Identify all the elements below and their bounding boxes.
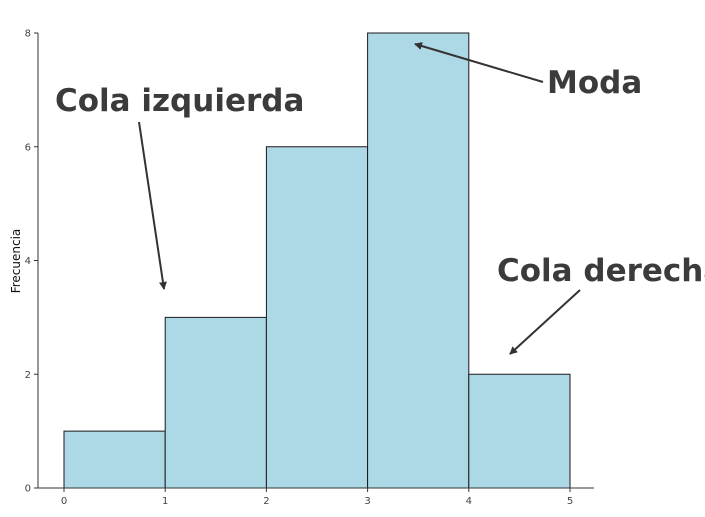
x-tick-label: 5 (567, 496, 573, 507)
histogram-bar-4-5 (468, 373, 571, 489)
bars-layer (63, 32, 571, 489)
annotation-left-tail: Cola izquierda (55, 83, 304, 119)
annotations-layer: Cola izquierda Moda Cola derecha (55, 42, 705, 355)
x-tick-label: 2 (263, 496, 269, 507)
annotation-mode: Moda (547, 65, 642, 101)
ticks-layer: 0 1 2 3 4 5 0 2 4 6 8 (25, 29, 574, 508)
histogram-bar-0-1 (63, 430, 166, 489)
histogram-bar-1-2 (164, 316, 267, 489)
x-tick-label: 1 (162, 496, 168, 507)
histogram-bar-3-4 (367, 32, 470, 489)
arrow-mode (414, 42, 544, 83)
y-tick-label: 6 (25, 142, 31, 153)
x-tick-label: 3 (364, 496, 370, 507)
arrow-left-tail (138, 121, 167, 290)
y-tick-label: 4 (25, 256, 31, 267)
x-tick-label: 4 (466, 496, 472, 507)
y-tick-label: 0 (25, 484, 31, 495)
y-tick-label: 2 (25, 370, 31, 381)
histogram-bar-2-3 (265, 146, 369, 489)
annotation-right-tail: Cola derecha (497, 253, 705, 289)
y-tick-label: 8 (25, 29, 31, 40)
y-axis-title: Frecuencia (9, 229, 23, 294)
x-tick-label: 0 (61, 496, 67, 507)
arrow-right-tail (509, 289, 581, 355)
